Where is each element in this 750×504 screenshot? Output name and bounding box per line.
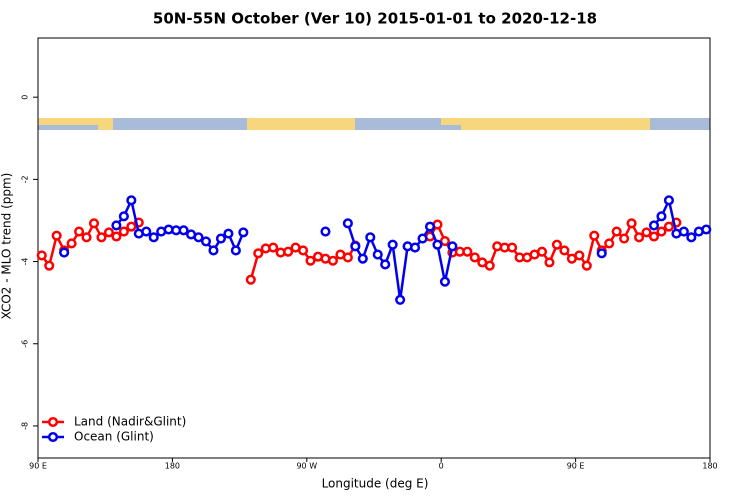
data-point: [350, 241, 361, 252]
data-point: [342, 218, 353, 229]
y-tick-label: 0: [21, 95, 30, 100]
data-point: [126, 221, 137, 232]
data-point: [536, 246, 548, 257]
legend-label: Ocean (Glint): [74, 430, 154, 444]
data-point: [208, 245, 219, 256]
data-point: [230, 245, 241, 256]
data-point: [342, 252, 353, 263]
data-point: [581, 260, 592, 271]
data-point: [424, 221, 436, 232]
data-point: [462, 246, 473, 257]
data-point: [380, 259, 391, 270]
data-point: [118, 211, 129, 222]
data-point: [387, 239, 398, 250]
data-point: [574, 250, 585, 261]
legend-label: Land (Nadir&Glint): [74, 415, 186, 429]
data-point: [118, 226, 129, 237]
data-point: [432, 239, 443, 250]
data-point: [551, 239, 562, 250]
data-point: [611, 226, 622, 237]
data-point: [395, 294, 406, 305]
data-point: [439, 235, 450, 247]
x-tick-label: 90 E: [567, 462, 585, 471]
data-point: [656, 226, 667, 237]
data-point: [103, 227, 114, 238]
data-point: [223, 228, 234, 239]
data-point: [619, 233, 630, 244]
x-tick-label: 0: [439, 462, 444, 471]
data-point: [663, 195, 674, 206]
data-point: [200, 236, 212, 247]
data-point: [126, 195, 137, 206]
data-point: [447, 241, 458, 252]
data-point: [686, 232, 697, 243]
x-tick-label: 90 W: [296, 462, 317, 471]
data-point: [283, 246, 294, 257]
data-point: [648, 231, 660, 242]
data-point: [469, 252, 480, 263]
data-point: [678, 226, 689, 237]
legend-marker: [47, 431, 59, 443]
data-point: [59, 247, 70, 258]
y-tick-label: -4: [21, 258, 30, 266]
legend-marker: [47, 416, 59, 428]
data-point: [178, 225, 189, 236]
data-point: [320, 226, 331, 237]
data-point: [559, 245, 570, 256]
data-point: [298, 245, 309, 256]
data-point: [357, 253, 368, 264]
data-point: [626, 218, 637, 229]
data-point: [589, 230, 600, 241]
x-tick-label: 90 E: [29, 462, 47, 471]
data-point: [663, 221, 674, 232]
data-point: [372, 249, 383, 260]
data-point: [253, 248, 264, 259]
data-point: [484, 260, 495, 271]
data-point: [36, 250, 47, 261]
plot-frame: [37, 37, 711, 459]
data-point: [66, 238, 77, 249]
x-tick-label: 180: [702, 462, 717, 471]
data-point: [268, 242, 279, 253]
data-point: [327, 255, 338, 266]
data-point: [51, 230, 62, 241]
y-axis-label: XCO2 - MLO trend (ppm): [0, 173, 14, 320]
data-point: [111, 231, 122, 242]
data-point: [215, 233, 226, 244]
data-point: [604, 238, 615, 249]
data-point: [439, 276, 450, 287]
data-point: [74, 226, 85, 237]
y-tick-label: -6: [21, 340, 30, 348]
data-point: [81, 232, 92, 243]
data-point: [634, 232, 645, 243]
data-point: [111, 220, 122, 231]
data-point: [544, 257, 555, 268]
data-point: [96, 232, 107, 243]
data-point: [701, 224, 712, 235]
data-point: [641, 227, 652, 238]
data-point: [44, 260, 55, 271]
y-tick-label: -8: [21, 422, 30, 430]
data-point: [596, 248, 607, 259]
y-tick-label: -2: [21, 175, 30, 183]
land-ocean-strip: [38, 118, 710, 130]
x-axis-label: Longitude (deg E): [322, 477, 429, 491]
data-point: [141, 226, 152, 237]
data-point: [365, 232, 376, 243]
data-point: [417, 233, 428, 244]
data-point: [245, 274, 256, 285]
data-point: [88, 218, 100, 229]
data-point: [193, 232, 204, 243]
chart-title: 50N-55N October (Ver 10) 2015-01-01 to 2…: [153, 10, 597, 28]
data-point: [410, 242, 421, 253]
x-tick-label: 180: [165, 462, 180, 471]
data-point: [238, 227, 249, 238]
data-point: [648, 220, 660, 231]
data-point: [656, 211, 667, 222]
data-point: [305, 255, 316, 266]
data-point: [148, 232, 159, 243]
data-point: [507, 242, 518, 253]
